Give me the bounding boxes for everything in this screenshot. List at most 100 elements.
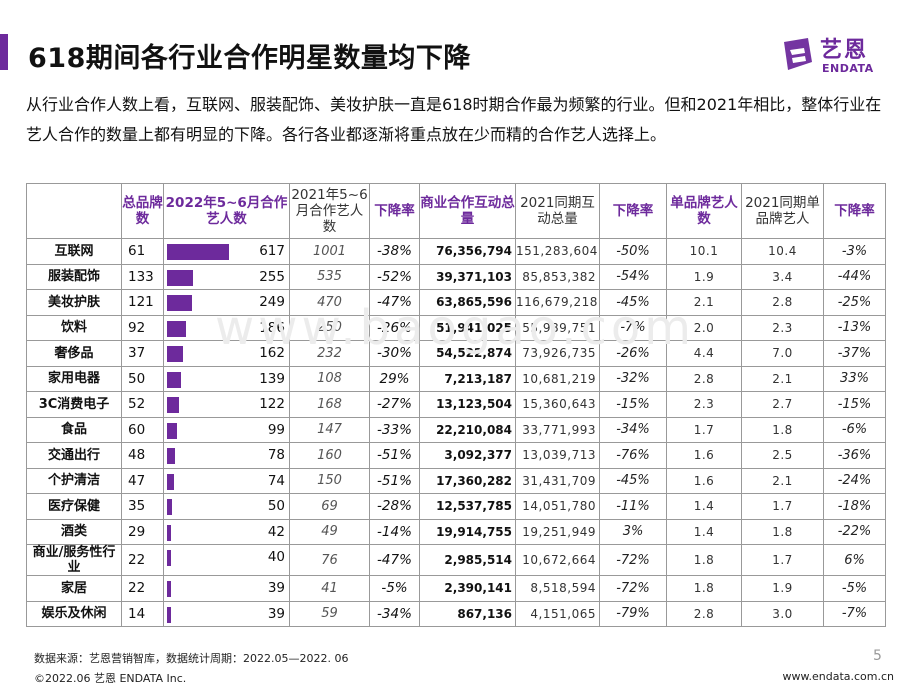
per-brand-artists-cell: 10.1 [666,238,742,265]
header-artists-2021: 2021年5~6月合作艺人数 [289,183,370,239]
table-row: 酒类 29 42 49 -14% 19,914,755 19,251,949 3% 1.4 1.8… [26,518,886,545]
interactions-2022-cell: 17,360,282 [419,467,516,494]
per-brand-artists-2021-cell: 2.1 [741,467,824,494]
artists-bar [167,550,172,566]
industry-name-cell: 服装配饰 [26,263,122,290]
drop-rate-per-brand-cell: -7% [823,600,886,627]
artists-bar [167,346,184,362]
drop-rate-per-brand-cell: -18% [823,493,886,520]
watermark: www.baogao.com [215,300,696,356]
per-brand-artists-2021-cell: 2.1 [741,365,824,392]
industry-name-cell: 饮料 [26,314,122,341]
drop-rate-artists-cell: -38% [369,238,420,265]
artists-2021-cell: 69 [289,493,370,520]
interactions-2021-cell: 13,039,713 [515,442,600,469]
interactions-2021-cell: 10,681,219 [515,365,600,392]
interactions-2021-cell: 8,518,594 [515,575,600,602]
drop-rate-interactions-cell: -72% [599,544,667,576]
per-brand-artists-2021-cell: 2.8 [741,289,824,316]
brand-count-cell: 61 [121,238,164,265]
table-row: 互联网 61 617 1001 -38% 76,356,794 151,283,604 -50… [26,238,886,265]
copyright: ©2022.06 艺恩 ENDATA Inc. [34,672,187,685]
logo-text-en: ENDATA [822,62,874,75]
drop-rate-interactions-cell: -11% [599,493,667,520]
artists-bar [167,581,171,597]
drop-rate-per-brand-cell: 6% [823,544,886,576]
drop-rate-per-brand-cell: -22% [823,518,886,545]
artists-2022-cell: 139 [163,365,290,392]
per-brand-artists-2021-cell: 2.7 [741,391,824,418]
drop-rate-artists-cell: -51% [369,442,420,469]
header-drop-rate-3: 下降率 [823,183,886,239]
per-brand-artists-2021-cell: 10.4 [741,238,824,265]
industry-name-cell: 娱乐及休闲 [26,600,122,627]
per-brand-artists-cell: 2.0 [666,314,742,341]
brand-count-cell: 60 [121,416,164,443]
drop-rate-per-brand-cell: -36% [823,442,886,469]
interactions-2021-cell: 116,679,218 [515,289,600,316]
artists-2021-cell: 150 [289,467,370,494]
per-brand-artists-2021-cell: 2.3 [741,314,824,341]
industry-name-cell: 奢侈品 [26,340,122,367]
table-row: 家居 22 39 41 -5% 2,390,141 8,518,594 -72% 1.8 1.9-… [26,575,886,602]
interactions-2022-cell: 2,985,514 [419,544,516,576]
artists-2021-cell: 1001 [289,238,370,265]
per-brand-artists-cell: 2.8 [666,600,742,627]
header-drop-rate-2: 下降率 [599,183,667,239]
artists-2022-cell: 50 [163,493,290,520]
artists-2022-cell: 78 [163,442,290,469]
table-row: 交通出行 48 78 160 -51% 3,092,377 13,039,713 -76% 1.… [26,442,886,469]
per-brand-artists-2021-cell: 1.8 [741,416,824,443]
per-brand-artists-cell: 1.7 [666,416,742,443]
brand-count-cell: 35 [121,493,164,520]
brand-count-cell: 133 [121,263,164,290]
artists-bar [167,269,193,286]
header-per-brand-2021: 2021同期单品牌艺人 [741,183,824,239]
drop-rate-per-brand-cell: -44% [823,263,886,290]
interactions-2021-cell: 4,151,065 [515,600,600,627]
drop-rate-interactions-cell: 3% [599,518,667,545]
brand-count-cell: 14 [121,600,164,627]
artists-2022-cell: 162 [163,340,290,367]
table-row: 家用电器 50 139 108 29% 7,213,187 10,681,219 -32% 2.… [26,365,886,392]
artists-value: 78 [267,447,285,463]
brand-count-cell: 92 [121,314,164,341]
artists-bar [167,295,193,311]
table-row: 医疗保健 35 50 69 -28% 12,537,785 14,051,780 -11% 1.… [26,493,886,520]
artists-value: 50 [267,498,285,514]
artists-2021-cell: 41 [289,575,370,602]
industry-table: 总品牌数 2022年5~6月合作艺人数 2021年5~6月合作艺人数 下降率 商… [26,183,886,627]
drop-rate-interactions-cell: -54% [599,263,667,290]
artists-bar [167,422,177,439]
table-row: 食品 60 99 147 -33% 22,210,084 33,771,993 -34% 1.7… [26,416,886,443]
interactions-2022-cell: 3,092,377 [419,442,516,469]
industry-name-cell: 医疗保健 [26,493,122,520]
page-title: 618期间各行业合作明星数量均下降 [28,43,471,74]
drop-rate-interactions-cell: -50% [599,238,667,265]
artists-bar [167,320,186,337]
per-brand-artists-2021-cell: 3.0 [741,600,824,627]
drop-rate-interactions-cell: -32% [599,365,667,392]
header-interactions-2021: 2021同期互动总量 [515,183,600,239]
artists-bar [167,371,181,388]
brand-count-cell: 29 [121,518,164,545]
artists-2022-cell: 42 [163,518,290,545]
artists-2021-cell: 76 [289,544,370,576]
artists-value: 139 [259,370,285,387]
header-brand-count: 总品牌数 [121,183,164,239]
interactions-2021-cell: 19,251,949 [515,518,600,545]
drop-rate-artists-cell: -33% [369,416,420,443]
artists-value: 186 [259,319,285,336]
industry-name-cell: 美妆护肤 [26,289,122,316]
page-number: 5 [873,648,882,664]
per-brand-artists-cell: 2.8 [666,365,742,392]
artists-2022-cell: 186 [163,314,290,341]
artists-2022-cell: 39 [163,600,290,627]
artists-bar [167,397,180,413]
table-row: 3C消费电子 52 122 168 -27% 13,123,504 15,360,643 -1… [26,391,886,418]
artists-2021-cell: 49 [289,518,370,545]
drop-rate-interactions-cell: -15% [599,391,667,418]
artists-value: 39 [267,605,285,622]
interactions-2022-cell: 7,213,187 [419,365,516,392]
drop-rate-artists-cell: -34% [369,600,420,627]
